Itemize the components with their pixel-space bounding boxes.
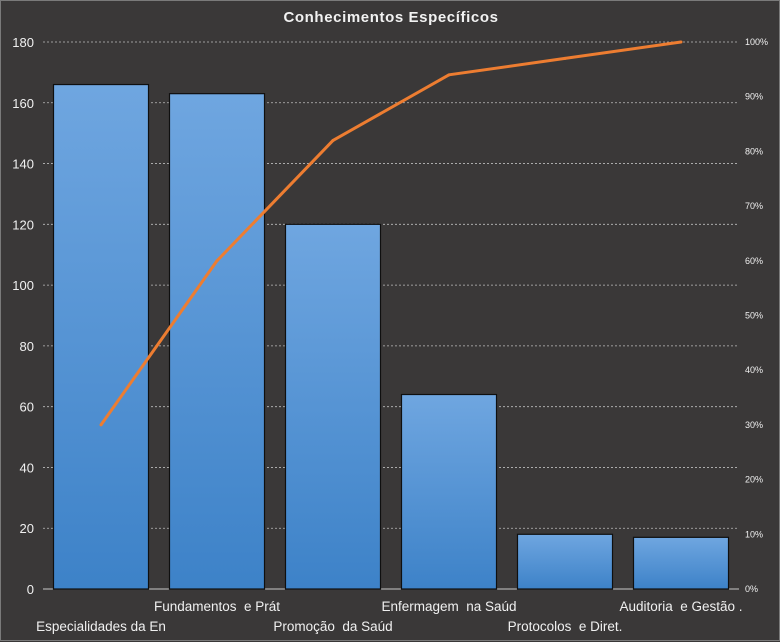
chart-title: Conhecimentos Específicos bbox=[283, 9, 499, 26]
y2-tick-label: 40% bbox=[745, 365, 763, 375]
line-point bbox=[563, 56, 567, 60]
y2-tick-label: 90% bbox=[745, 92, 763, 102]
y-tick-label: 80 bbox=[20, 339, 34, 354]
bar bbox=[284, 223, 382, 590]
y2-tick-label: 100% bbox=[745, 37, 768, 47]
y-tick-label: 20 bbox=[20, 521, 34, 536]
x-category-label: Especialidades da En bbox=[36, 619, 166, 634]
y2-tick-label: 0% bbox=[745, 584, 758, 594]
y-tick-label: 100 bbox=[12, 278, 34, 293]
y2-tick-label: 30% bbox=[745, 420, 763, 430]
y2-tick-label: 60% bbox=[745, 256, 763, 266]
y2-tick-label: 10% bbox=[745, 529, 763, 539]
y-tick-label: 40 bbox=[20, 460, 34, 475]
x-category-label: Promoção da Saúd bbox=[273, 619, 392, 634]
y-tick-label: 120 bbox=[12, 217, 34, 232]
y-tick-label: 60 bbox=[20, 400, 34, 415]
y-tick-label: 160 bbox=[12, 96, 34, 111]
y-tick-label: 0 bbox=[27, 582, 34, 597]
cumulative-line bbox=[99, 40, 682, 426]
x-category-label: Protocolos e Diret. bbox=[508, 619, 623, 634]
line-point bbox=[331, 138, 335, 142]
x-category-label: Enfermagem na Saúd bbox=[381, 599, 516, 614]
y-tick-label: 180 bbox=[12, 35, 34, 50]
bar bbox=[516, 533, 614, 590]
bar bbox=[168, 93, 266, 590]
line-point bbox=[99, 423, 103, 427]
bar bbox=[400, 393, 498, 590]
y2-tick-label: 50% bbox=[745, 311, 763, 321]
y-tick-label: 140 bbox=[12, 157, 34, 172]
line-point bbox=[215, 259, 219, 263]
bar bbox=[52, 83, 150, 590]
x-category-label: Auditoria e Gestão . bbox=[619, 599, 742, 614]
line-point bbox=[679, 40, 683, 44]
y2-tick-label: 70% bbox=[745, 201, 763, 211]
bar bbox=[632, 536, 730, 590]
y2-tick-label: 80% bbox=[745, 146, 763, 156]
line-point bbox=[447, 73, 451, 77]
y2-tick-label: 20% bbox=[745, 475, 763, 485]
x-category-label: Fundamentos e Prát bbox=[154, 599, 280, 614]
